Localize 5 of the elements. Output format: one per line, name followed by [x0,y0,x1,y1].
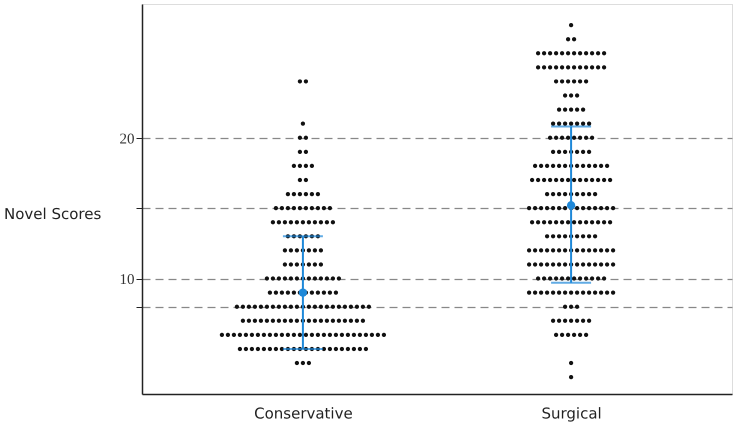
y-axis-title: Novel Scores [4,205,102,223]
y-tick-label: 10 [120,272,134,288]
y-tick-label: 20 [120,131,134,148]
x-tick-label: Surgical [541,404,602,422]
x-tick-label: Conservative [254,404,353,422]
